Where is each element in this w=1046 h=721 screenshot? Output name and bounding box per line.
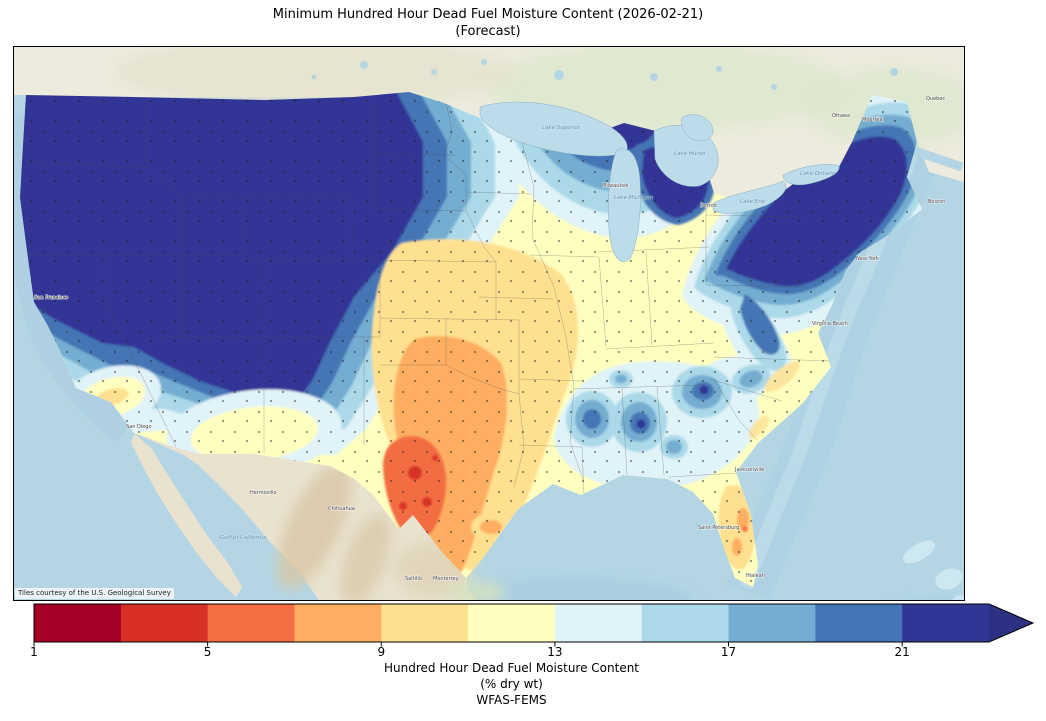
map-frame: Lake Superior Lake Michigan Lake Huron Lake… [13, 46, 965, 601]
state-boundaries [23, 100, 832, 496]
water-label: Lake Erie [740, 199, 766, 205]
city-label: Chihuahua [328, 506, 355, 512]
source-label: WFAS-FEMS [476, 693, 547, 707]
city-label: New York [856, 256, 879, 262]
water-label: Lake Michigan [614, 195, 654, 201]
city-labels: San Francisco San Diego Milwaukee Detroit Ot… [34, 95, 946, 583]
city-label: Detroit [700, 203, 717, 209]
colorbar-tickmarks [33, 642, 903, 647]
colorbar-tick-label: 17 [720, 645, 737, 659]
figure-title: Minimum Hundred Hour Dead Fuel Moisture … [13, 6, 963, 40]
city-label: Virginia Beach [812, 321, 848, 327]
colorbar-caption: Hundred Hour Dead Fuel Moisture Content … [34, 660, 989, 708]
colorbar-tick-label: 5 [203, 645, 212, 659]
city-label: San Francisco [34, 295, 68, 301]
city-label: Hialeah [746, 573, 765, 579]
water-label: Lake Ontario [800, 171, 836, 177]
colorbar-tick-labels: 1 5 9 13 17 21 [0, 645, 1046, 660]
city-label: Montréal [862, 116, 884, 123]
city-label: San Diego [126, 424, 152, 430]
city-label: Milwaukee [602, 183, 628, 189]
city-label: Saltillo [405, 576, 422, 582]
map-mexico [131, 433, 506, 600]
great-lakes [479, 101, 840, 262]
city-label: Ottawa [832, 113, 850, 119]
colorbar-units-label: (% dry wt) [480, 677, 543, 691]
colorbar-tick-label: 21 [894, 645, 910, 659]
colorbar-outline [33, 603, 1035, 643]
map-attribution: Tiles courtesy of the U.S. Geological Su… [15, 588, 174, 599]
city-label: Québec [926, 95, 945, 102]
city-label: Monterrey [433, 576, 459, 582]
city-label: Hermosillo [250, 490, 277, 496]
figure-title-line2: (Forecast) [455, 24, 521, 39]
colorbar-segments [34, 604, 990, 642]
city-label: Saint Petersburg [698, 525, 739, 531]
colorbar-tick-label: 1 [30, 645, 38, 659]
colorbar-extend-arrow [989, 604, 1033, 642]
colorbar-tick-label: 9 [377, 645, 386, 659]
water-labels: Lake Superior Lake Michigan Lake Huron Lake… [220, 125, 836, 542]
us-map: Lake Superior Lake Michigan Lake Huron Lake… [14, 47, 964, 600]
water-label: Gulf of California [220, 535, 267, 541]
figure-title-line1: Minimum Hundred Hour Dead Fuel Moisture … [272, 7, 704, 22]
colorbar [0, 602, 1046, 648]
water-label: Lake Huron [674, 151, 706, 157]
city-label: Jacksonville [734, 467, 764, 473]
city-label: Boston [928, 199, 945, 205]
water-label: Lake Superior [542, 125, 581, 131]
colorbar-tick-label: 13 [547, 645, 563, 659]
colorbar-svg [33, 603, 1035, 647]
colorbar-axis-label: Hundred Hour Dead Fuel Moisture Content [383, 661, 640, 675]
